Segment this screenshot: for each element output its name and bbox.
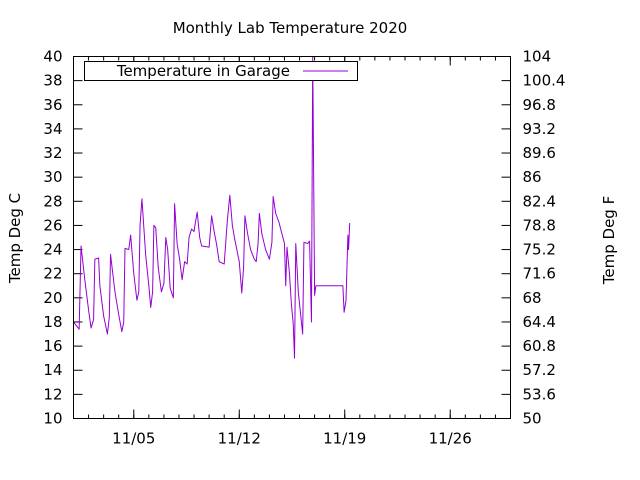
y-tick-label-right: 64.4	[523, 313, 556, 331]
y-tick-label-right: 60.8	[523, 337, 556, 355]
y-tick-label-right: 100.4	[523, 72, 566, 90]
y-tick-label-right: 50	[523, 410, 542, 428]
x-tick-label: 11/12	[218, 430, 261, 448]
y-tick-label-left: 30	[43, 168, 62, 186]
y-tick-label-right: 78.8	[523, 216, 556, 234]
legend: Temperature in Garage	[84, 61, 358, 81]
series-line	[73, 56, 351, 359]
y-tick-label-right: 75.2	[523, 241, 556, 259]
y-axis-title-right: Temp Deg F	[600, 196, 618, 285]
y-tick-label-right: 96.8	[523, 96, 556, 114]
y-tick-label-left: 18	[43, 313, 62, 331]
y-tick-label-left: 40	[43, 48, 62, 66]
y-axis-title-left: Temp Deg C	[6, 193, 24, 284]
y-tick-label-left: 38	[43, 72, 62, 90]
y-tick-label-left: 34	[43, 120, 62, 138]
y-tick-label-right: 71.6	[523, 265, 556, 283]
y-tick-label-left: 20	[43, 289, 62, 307]
y-tick-label-left: 26	[43, 216, 62, 234]
y-tick-label-left: 22	[43, 265, 62, 283]
y-tick-label-left: 16	[43, 337, 62, 355]
y-tick-label-left: 14	[43, 361, 62, 379]
x-tick-label: 11/05	[112, 430, 155, 448]
legend-box	[84, 61, 358, 81]
chart-title: Monthly Lab Temperature 2020	[173, 19, 408, 37]
y-tick-label-left: 28	[43, 192, 62, 210]
legend-label: Temperature in Garage	[116, 62, 290, 80]
y-tick-label-left: 32	[43, 144, 62, 162]
x-tick-label: 11/19	[323, 430, 366, 448]
y-tick-label-left: 10	[43, 410, 62, 428]
plot-area-border	[73, 56, 511, 419]
y-tick-label-right: 86	[523, 168, 542, 186]
y-tick-label-left: 24	[43, 241, 62, 259]
y-tick-label-right: 93.2	[523, 120, 556, 138]
y-tick-label-right: 53.6	[523, 385, 556, 403]
y-tick-label-right: 57.2	[523, 361, 556, 379]
x-tick-label: 11/26	[429, 430, 472, 448]
y-tick-label-right: 89.6	[523, 144, 556, 162]
y-tick-label-left: 12	[43, 385, 62, 403]
axis-ticks: 10 12 14 16 18 20 22 24 26 28 30 32 34 36 38 40 50 53.6 57…	[43, 48, 565, 448]
y-tick-label-left: 36	[43, 96, 62, 114]
y-tick-label-right: 82.4	[523, 192, 556, 210]
series-layer	[73, 56, 351, 359]
y-tick-label-right: 68	[523, 289, 542, 307]
y-tick-label-right: 104	[523, 48, 552, 66]
